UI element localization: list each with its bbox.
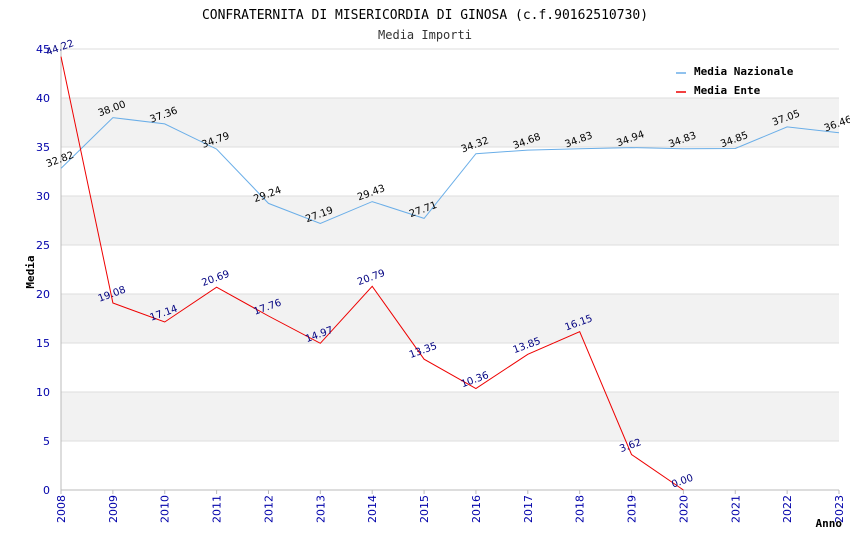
y-tick-label: 45 [36, 43, 50, 56]
chart-title: CONFRATERNITA DI MISERICORDIA DI GINOSA … [202, 8, 648, 23]
data-label: 20.69 [200, 269, 231, 289]
x-tick-label: 2013 [314, 495, 327, 523]
data-label: 20.79 [356, 268, 387, 288]
x-tick-label: 2014 [366, 495, 379, 523]
x-tick-label: 2019 [626, 495, 639, 523]
chart-subtitle: Media Importi [378, 28, 472, 42]
x-axis-ticks: 2008 2009 2010 2011 2012 2013 2014 2015 2016 2017… [55, 490, 846, 523]
y-tick-label: 10 [36, 386, 50, 399]
x-axis-label: Anno [816, 517, 843, 530]
x-tick-label: 2020 [677, 495, 690, 523]
grid-band [61, 196, 839, 245]
series-line [60, 117, 840, 225]
y-tick-label: 20 [36, 288, 50, 301]
axes [60, 43, 839, 491]
legend-item: Media Ente [694, 84, 761, 97]
x-tick-label: 2023 [833, 495, 846, 523]
x-tick-label: 2009 [107, 495, 120, 523]
grid-band [61, 98, 839, 147]
x-tick-label: 2016 [470, 495, 483, 523]
x-tick-label: 2008 [55, 495, 68, 523]
y-tick-label: 15 [36, 337, 50, 350]
series-line [60, 56, 684, 491]
y-tick-label: 5 [43, 435, 50, 448]
legend-item: Media Nazionale [694, 65, 794, 78]
y-tick-label: 35 [36, 141, 50, 154]
data-label: 44.22 [45, 38, 76, 58]
x-tick-label: 2022 [781, 495, 794, 523]
x-tick-label: 2015 [418, 495, 431, 523]
y-tick-label: 30 [36, 190, 50, 203]
y-tick-label: 25 [36, 239, 50, 252]
grid-band [61, 294, 839, 343]
legend: Media Nazionale Media Ente [676, 65, 794, 97]
grid-band [61, 392, 839, 441]
y-axis-ticks: 0 5 10 15 20 25 30 35 40 45 [36, 43, 50, 497]
x-tick-label: 2017 [522, 495, 535, 523]
grid-bands [61, 98, 839, 441]
data-label: 0.00 [670, 473, 695, 491]
x-tick-label: 2021 [729, 495, 742, 523]
x-tick-label: 2018 [574, 495, 587, 523]
y-tick-label: 0 [43, 484, 50, 497]
x-tick-label: 2012 [262, 495, 275, 523]
y-axis-label: Media [24, 255, 37, 288]
x-tick-label: 2010 [159, 495, 172, 523]
data-label: 10.36 [460, 370, 491, 390]
y-tick-label: 40 [36, 92, 50, 105]
x-tick-label: 2011 [211, 495, 224, 523]
